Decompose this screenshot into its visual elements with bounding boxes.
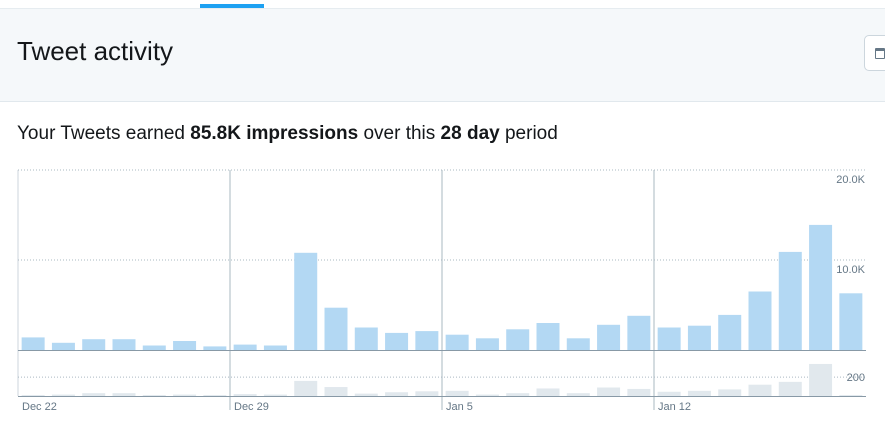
impressions-y-tick-label: 10.0K — [836, 264, 865, 276]
impressions-bar — [263, 345, 287, 350]
engagement-bar — [687, 390, 711, 396]
impressions-bar — [566, 338, 590, 350]
page-header: Tweet activity — [0, 9, 885, 102]
impressions-bar — [233, 344, 257, 350]
x-tick-label: Jan 5 — [446, 401, 473, 413]
impressions-summary: Your Tweets earned 85.8K impressions ove… — [17, 123, 558, 145]
engagement-bar — [718, 389, 742, 396]
impressions-bar — [839, 293, 863, 350]
impressions-bar — [597, 324, 621, 350]
engagement-bar — [778, 381, 802, 396]
summary-impressions: 85.8K impressions — [190, 123, 359, 144]
impressions-bar — [173, 341, 197, 350]
engagement-bar — [748, 384, 772, 396]
impressions-bar — [627, 315, 651, 350]
x-tick-label: Dec 22 — [22, 401, 57, 413]
impressions-chart: 20.0K 10.0K 200 Dec 22 Dec 29 Jan 5 Jan 12 — [17, 169, 866, 413]
engagement-bar — [263, 394, 287, 396]
impressions-bar — [809, 224, 833, 350]
engagement-bar — [21, 395, 45, 396]
top-nav-bar — [0, 0, 885, 9]
x-tick-label: Dec 29 — [234, 401, 269, 413]
impressions-bar — [445, 334, 469, 350]
engagement-bar — [142, 395, 166, 396]
engagement-bar — [415, 391, 439, 396]
impressions-bar — [385, 332, 409, 350]
engagement-bar — [294, 380, 318, 396]
engagement-bar — [173, 394, 197, 396]
engagement-bar — [445, 390, 469, 396]
summary-period: 28 day — [440, 123, 500, 144]
impressions-bar — [748, 291, 772, 350]
impressions-bar — [718, 314, 742, 350]
impressions-bar — [294, 252, 318, 350]
page-title: Tweet activity — [17, 36, 174, 66]
impressions-bar — [657, 327, 681, 350]
summary-prefix: Your Tweets earned — [17, 123, 185, 144]
engagement-y-tick-label: 200 — [847, 372, 865, 384]
engagement-bar — [82, 393, 106, 396]
engagement-bar — [839, 395, 863, 396]
date-range-button[interactable] — [864, 35, 885, 71]
engagement-bar — [233, 394, 257, 396]
impressions-bar — [112, 339, 136, 350]
engagement-bar — [51, 394, 75, 396]
impressions-bar — [354, 327, 378, 350]
impressions-bar — [51, 342, 75, 350]
impressions-bar — [82, 339, 106, 350]
calendar-icon — [875, 48, 885, 59]
impressions-bar — [142, 345, 166, 350]
impressions-bar — [415, 331, 439, 350]
engagement-bar — [536, 388, 560, 396]
engagement-bar — [657, 391, 681, 396]
impressions-bar — [324, 307, 348, 350]
impressions-bar — [687, 325, 711, 350]
engagement-bar — [112, 393, 136, 396]
impressions-bar — [536, 323, 560, 350]
summary-suffix: period — [504, 123, 558, 144]
impressions-bar — [21, 337, 45, 350]
engagement-bar — [203, 395, 227, 396]
engagement-bar — [475, 394, 499, 396]
impressions-bar — [506, 329, 530, 350]
impressions-bar — [778, 251, 802, 350]
impressions-y-tick-label: 20.0K — [836, 174, 865, 186]
engagement-bar — [385, 392, 409, 396]
engagement-bar — [627, 388, 651, 396]
summary-middle: over this — [363, 123, 436, 144]
active-tab-indicator — [200, 4, 264, 8]
engagement-bar — [354, 393, 378, 396]
x-tick-label: Jan 12 — [658, 401, 691, 413]
impressions-bar — [475, 338, 499, 350]
engagement-bar — [597, 387, 621, 396]
impressions-bar — [203, 346, 227, 350]
engagement-bar — [809, 363, 833, 396]
engagement-bar — [566, 393, 590, 396]
engagement-bar — [506, 393, 530, 396]
engagement-bar — [324, 387, 348, 396]
